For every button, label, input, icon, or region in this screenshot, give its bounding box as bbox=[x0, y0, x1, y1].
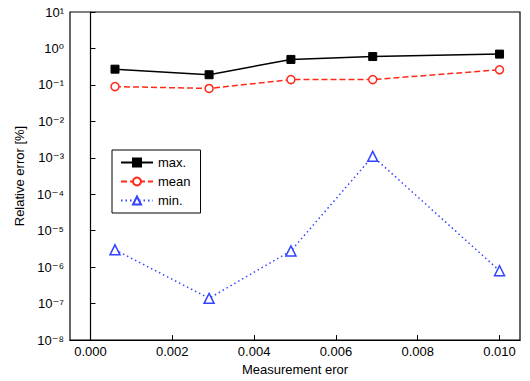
svg-text:10⁰: 10⁰ bbox=[44, 41, 64, 56]
svg-text:0.006: 0.006 bbox=[320, 344, 353, 359]
svg-text:10⁻⁷: 10⁻⁷ bbox=[38, 296, 64, 311]
svg-text:10⁻¹: 10⁻¹ bbox=[38, 77, 64, 92]
svg-text:10¹: 10¹ bbox=[45, 5, 64, 20]
svg-text:0.008: 0.008 bbox=[401, 344, 434, 359]
svg-text:0.002: 0.002 bbox=[156, 344, 189, 359]
svg-text:Relative error [%]: Relative error [%] bbox=[12, 126, 27, 226]
svg-text:min.: min. bbox=[158, 193, 183, 208]
svg-text:10⁻⁴: 10⁻⁴ bbox=[37, 187, 64, 202]
svg-text:0.004: 0.004 bbox=[238, 344, 271, 359]
svg-text:0.010: 0.010 bbox=[483, 344, 516, 359]
svg-text:10⁻²: 10⁻² bbox=[38, 114, 64, 129]
svg-text:0.000: 0.000 bbox=[74, 344, 107, 359]
svg-text:10⁻⁵: 10⁻⁵ bbox=[37, 223, 64, 238]
svg-text:Measurement eror: Measurement eror bbox=[242, 362, 349, 377]
svg-text:10⁻⁸: 10⁻⁸ bbox=[37, 333, 64, 348]
svg-text:10⁻³: 10⁻³ bbox=[38, 150, 64, 165]
svg-text:max.: max. bbox=[158, 155, 186, 170]
svg-text:10⁻⁶: 10⁻⁶ bbox=[37, 260, 64, 275]
svg-text:mean: mean bbox=[158, 174, 191, 189]
